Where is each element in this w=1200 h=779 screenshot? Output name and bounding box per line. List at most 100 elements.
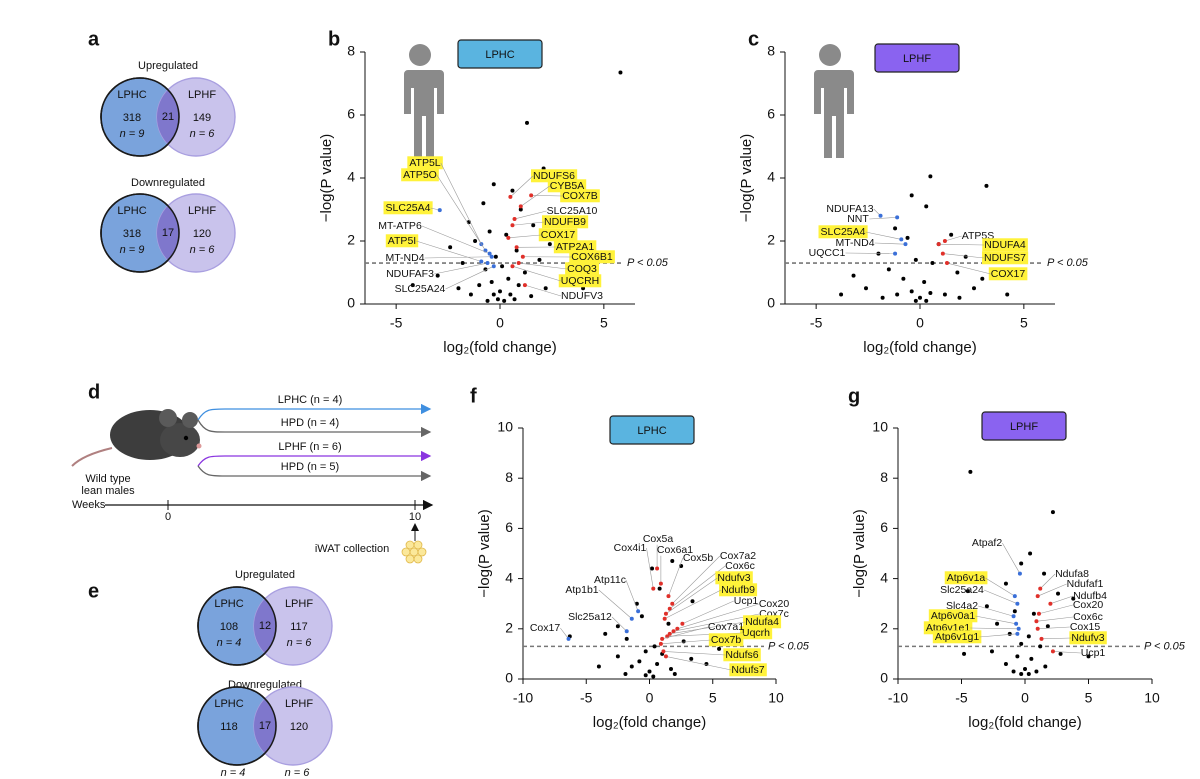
point — [968, 469, 973, 474]
gene-point — [508, 194, 513, 199]
leader-line — [946, 262, 991, 275]
point — [989, 649, 994, 654]
venn-left-name: LPHC — [117, 205, 146, 217]
gene-point — [529, 193, 534, 198]
x-tick-label: -10 — [513, 690, 533, 706]
leader-line — [518, 262, 568, 270]
point — [895, 292, 900, 297]
gene-label: UQCRH — [561, 275, 600, 287]
leader-line — [660, 639, 711, 645]
point — [1011, 669, 1016, 674]
gene-point — [666, 594, 671, 599]
leader-line — [598, 589, 632, 619]
gene-highlight — [719, 583, 758, 597]
mouse-label: Wild type — [85, 473, 130, 485]
gene-label: Ndufv3 — [717, 572, 750, 584]
panel-letter: f — [470, 385, 477, 407]
gene-point — [520, 254, 525, 259]
gene-label: Ndufb4 — [1073, 590, 1107, 602]
gene-label: SLC25A24 — [395, 283, 446, 295]
mouse-eye — [183, 435, 189, 441]
point — [643, 649, 648, 654]
gene-label: Ndufs6 — [725, 649, 758, 661]
gene-label: Cox7b — [711, 634, 742, 646]
gene-label: Cox7a2 — [720, 550, 756, 562]
gene-point — [899, 237, 904, 242]
point — [1019, 641, 1024, 646]
collection-label: iWAT collection — [315, 543, 389, 555]
point — [629, 664, 634, 669]
gene-point — [663, 654, 668, 659]
point — [1058, 651, 1063, 656]
point — [1023, 666, 1027, 671]
point — [909, 289, 914, 294]
y-tick-label: 0 — [880, 670, 888, 686]
point — [1019, 561, 1024, 566]
gene-highlight — [385, 234, 419, 248]
leader-line — [942, 253, 985, 259]
y-tick-label: 6 — [347, 106, 355, 122]
mouse-ear — [182, 412, 198, 428]
axis-label: Weeks — [72, 499, 106, 511]
y-tick-label: 2 — [347, 232, 355, 248]
y-tick-label: 6 — [880, 519, 888, 535]
gene-label: COX17 — [991, 268, 1026, 280]
point — [615, 654, 620, 659]
leader-line — [440, 162, 482, 245]
panel-letter: c — [748, 28, 759, 50]
gene-label: SLC25A10 — [547, 205, 598, 217]
panel-letter: d — [88, 381, 100, 403]
venn-title: Downregulated — [131, 177, 205, 189]
point — [995, 621, 1000, 626]
gene-point — [1015, 631, 1020, 636]
point — [717, 646, 722, 651]
gene-highlight — [407, 156, 443, 170]
gene-highlight — [569, 250, 615, 264]
gene-label: Slc25a12 — [568, 611, 612, 623]
gene-label: Cox20 — [759, 598, 790, 610]
point — [1034, 669, 1039, 674]
point — [962, 651, 967, 656]
gene-point — [1036, 611, 1041, 616]
point — [537, 257, 542, 262]
x-tick-label: 10 — [1144, 690, 1160, 706]
venn-left-n: n = 9 — [120, 128, 145, 140]
venn-left-count: 318 — [123, 112, 141, 124]
x-tick-label: 5 — [1085, 690, 1093, 706]
point — [1042, 571, 1047, 576]
panel-letter: g — [848, 385, 860, 407]
point — [1050, 510, 1055, 515]
y-tick-label: 6 — [505, 519, 513, 535]
gene-highlight — [565, 262, 600, 276]
gene-label: Cox5a — [643, 533, 674, 545]
gene-highlight — [530, 169, 578, 183]
point — [510, 188, 515, 193]
point — [615, 624, 620, 629]
panel-letter: e — [88, 580, 99, 602]
gene-label: Uqcrh — [742, 627, 770, 639]
point — [504, 232, 509, 237]
x-tick-label: 0 — [646, 690, 654, 706]
point — [670, 559, 675, 564]
panel-letter: a — [88, 28, 100, 50]
point — [1086, 654, 1091, 659]
gene-highlight — [928, 609, 978, 623]
tag-box — [609, 415, 695, 445]
gene-label: MT-ND4 — [385, 252, 424, 264]
gene-point — [1038, 586, 1043, 591]
gene-highlight — [729, 663, 767, 677]
gene-point — [1011, 614, 1016, 619]
gene-label: Atp6v0a1 — [931, 610, 976, 622]
leader-line — [979, 633, 1018, 638]
point — [924, 204, 929, 209]
gene-highlight — [932, 630, 982, 644]
gene-point — [518, 204, 523, 209]
point — [498, 289, 502, 294]
gene-label: Atp6v1a — [947, 572, 986, 584]
point — [481, 201, 486, 206]
leader-line — [436, 174, 486, 251]
gene-label: Atp1b1 — [565, 584, 598, 596]
y-tick-label: 10 — [872, 419, 888, 435]
mouse-nose — [196, 443, 202, 449]
venn-right-n: n = 6 — [190, 244, 216, 256]
